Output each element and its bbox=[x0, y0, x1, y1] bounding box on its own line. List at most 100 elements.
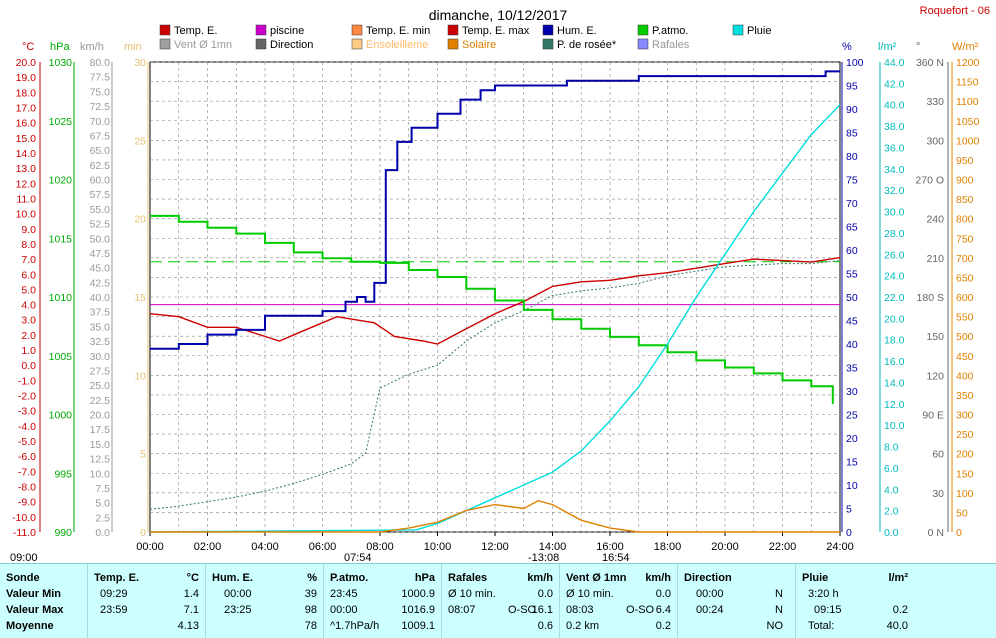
summary-unit-hum: % bbox=[307, 572, 317, 584]
rain-axis-tick: 4.0 bbox=[884, 484, 899, 496]
wind-axis-tick: 80.0 bbox=[90, 57, 111, 69]
wind-axis-tick: 47.5 bbox=[90, 248, 111, 260]
weather-chart: dimanche, 10/12/2017 Roquefort - 06 Temp… bbox=[10, 5, 990, 563]
solar-axis-tick: 1050 bbox=[956, 116, 980, 128]
rain-max-time: 09:15 bbox=[814, 604, 842, 616]
summary-unit-gust: km/h bbox=[527, 572, 553, 584]
hum-axis-tick: 95 bbox=[846, 81, 858, 93]
solar-axis-tick: 500 bbox=[956, 331, 974, 343]
summary-header-gust: Rafales bbox=[448, 572, 488, 584]
gust-min-label: Ø 10 min. bbox=[448, 588, 496, 600]
solar-axis-tick: 950 bbox=[956, 155, 974, 167]
wind-axis-tick: 12.5 bbox=[90, 454, 111, 466]
wind-min: 0.0 bbox=[655, 588, 671, 600]
time-axis-tick: 08:00 bbox=[366, 541, 394, 553]
wind-axis-tick: 67.5 bbox=[90, 130, 111, 142]
wind-max: 6.4 bbox=[655, 604, 671, 616]
pres-axis-tick: 1000 bbox=[49, 410, 73, 422]
dir-axis-tick: 180 S bbox=[917, 292, 944, 304]
summary-header-dir: Direction bbox=[684, 572, 732, 584]
summary-col-rain: Pluie l/m² 3:20 h 09:15 0.2 Total: 40.0 bbox=[796, 564, 914, 638]
rain-total-label: Total: bbox=[808, 620, 835, 632]
wind-axis-tick: 42.5 bbox=[90, 277, 111, 289]
wind-axis-tick: 30.0 bbox=[90, 351, 111, 363]
temp-unit: °C bbox=[22, 41, 34, 53]
wind-max-dir: O-SO bbox=[626, 604, 655, 616]
rain-axis-tick: 14.0 bbox=[884, 377, 905, 389]
summary-unit-wind: km/h bbox=[645, 572, 671, 584]
wind-min-label: Ø 10 min. bbox=[566, 588, 614, 600]
rain-duration: 3:20 h bbox=[808, 588, 839, 600]
temp-axis-tick: 15.0 bbox=[16, 133, 37, 145]
rain-axis-tick: 16.0 bbox=[884, 356, 905, 368]
min-axis-tick: 30 bbox=[134, 57, 146, 69]
time-axis-tick: 10:00 bbox=[424, 541, 452, 553]
rain-axis-tick: 18.0 bbox=[884, 335, 905, 347]
pres-axis-tick: 1020 bbox=[49, 175, 73, 187]
hum-avg: 78 bbox=[304, 620, 317, 632]
temp-axis-tick: 7.0 bbox=[21, 254, 36, 266]
min-axis-tick: 25 bbox=[134, 135, 146, 147]
wind-axis-tick: 45.0 bbox=[90, 263, 111, 275]
solar-axis-tick: 750 bbox=[956, 233, 974, 245]
temp-axis-tick: 14.0 bbox=[16, 148, 37, 160]
legend-label: Ensoleilleme bbox=[366, 39, 428, 51]
temp-axis-tick: -11.0 bbox=[13, 527, 36, 539]
temp-axis-tick: -3.0 bbox=[18, 406, 36, 418]
wind-axis-tick: 70.0 bbox=[90, 116, 111, 128]
rain-axis-tick: 42.0 bbox=[884, 78, 905, 90]
rain-axis-tick: 28.0 bbox=[884, 228, 905, 240]
legend-swatch bbox=[637, 38, 649, 50]
hum-axis-tick: 30 bbox=[846, 386, 858, 398]
row-label-max: Valeur Max bbox=[6, 604, 64, 616]
time-axis-tick: 20:00 bbox=[711, 541, 739, 553]
wind-axis-tick: 32.5 bbox=[90, 336, 111, 348]
dir-axis-tick: 30 bbox=[932, 488, 944, 500]
dir-min: N bbox=[775, 588, 783, 600]
dir-unit: ° bbox=[916, 41, 920, 53]
wind-axis-tick: 77.5 bbox=[90, 72, 111, 84]
rain-axis-tick: 10.0 bbox=[884, 420, 905, 432]
hum-axis-tick: 75 bbox=[846, 175, 858, 187]
rain-axis-tick: 34.0 bbox=[884, 164, 905, 176]
summary-header-sonde: Sonde bbox=[6, 572, 40, 584]
solar-axis-tick: 650 bbox=[956, 272, 974, 284]
pres-max: 1016.9 bbox=[401, 604, 435, 616]
hum-axis-tick: 55 bbox=[846, 269, 858, 281]
rain-axis-tick: 8.0 bbox=[884, 442, 899, 454]
solar-axis-tick: 1200 bbox=[956, 57, 980, 69]
temp-axis-tick: 3.0 bbox=[21, 315, 36, 327]
wind-axis-tick: 60.0 bbox=[90, 175, 111, 187]
legend-label: piscine bbox=[270, 25, 304, 37]
row-label-min: Valeur Min bbox=[6, 588, 62, 600]
gust-max-dir: O-SO bbox=[508, 604, 537, 616]
rain-axis-tick: 36.0 bbox=[884, 142, 905, 154]
solar-axis-tick: 550 bbox=[956, 312, 974, 324]
rain-axis-tick: 32.0 bbox=[884, 185, 905, 197]
min-axis-tick: 10 bbox=[134, 370, 146, 382]
temp-axis-tick: 11.0 bbox=[16, 193, 36, 205]
legend-label: Direction bbox=[270, 39, 313, 51]
rain-max: 0.2 bbox=[892, 604, 908, 616]
time-axis-tick: 22:00 bbox=[769, 541, 797, 553]
series-hume-line bbox=[150, 70, 840, 350]
legend-swatch bbox=[351, 38, 363, 50]
solar-noon-label: -13:08 bbox=[528, 552, 559, 563]
summary-col-wind: Vent Ø 1mn km/h Ø 10 min. 0.0 08:03 O-SO 6.4… bbox=[560, 564, 678, 638]
sunset-label: 16:54 bbox=[602, 552, 630, 563]
legend-swatch bbox=[447, 24, 459, 36]
wind-axis-tick: 22.5 bbox=[90, 395, 111, 407]
dir-avg: NO bbox=[766, 620, 784, 632]
temp-min: 1.4 bbox=[183, 588, 199, 600]
solar-axis-tick: 1100 bbox=[956, 96, 979, 108]
dir-axis-tick: 210 bbox=[926, 253, 944, 265]
rain-axis-tick: 2.0 bbox=[884, 506, 899, 518]
rain-axis-tick: 0.0 bbox=[884, 527, 899, 539]
hum-axis-tick: 70 bbox=[846, 198, 858, 210]
solar-axis-tick: 0 bbox=[956, 527, 962, 539]
pres-axis-tick: 1005 bbox=[49, 351, 73, 363]
rain-axis-tick: 22.0 bbox=[884, 292, 905, 304]
legend: Temp. E. piscine Temp. E. min Temp. E. max H… bbox=[159, 24, 771, 51]
temp-axis-tick: 2.0 bbox=[21, 330, 36, 342]
temp-axis-tick: -7.0 bbox=[18, 466, 36, 478]
